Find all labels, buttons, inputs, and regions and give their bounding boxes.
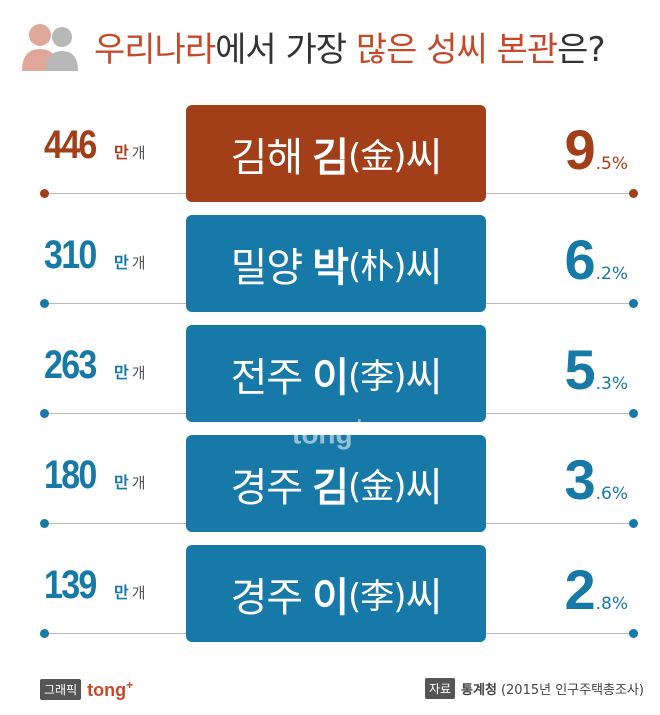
hanja-label: (朴) (348, 247, 407, 287)
title-tail: 은? (557, 29, 605, 70)
percent-integer: 5 (564, 338, 596, 401)
brand-plus: + (126, 678, 134, 692)
count-unit-man: 만 (114, 583, 129, 602)
percent-fraction: .5% (595, 154, 628, 174)
table-row: 310 만 개 밀양 박 (朴) 씨 6.2% (0, 215, 660, 315)
percent-integer: 2 (564, 558, 596, 621)
percent-fraction: .6% (595, 484, 628, 504)
table-row: 180 만 개 경주 김 (金) 씨 3.6% (0, 435, 660, 535)
watermark-plus: + (352, 412, 367, 438)
surname-box: 김해 김 (金) 씨 (186, 105, 486, 202)
brand-logo: tong+ (87, 678, 133, 701)
count-unit-gae: 개 (131, 254, 146, 272)
brand-text: tong (87, 680, 127, 700)
region-label: 경주 (230, 574, 304, 621)
percent-integer: 3 (564, 448, 596, 511)
watermark: tong+ (292, 412, 366, 450)
percent-fraction: .8% (595, 594, 628, 614)
count-unit-man: 만 (114, 253, 129, 272)
surname-box: 경주 김 (金) 씨 (186, 435, 486, 532)
footer-credit: 그래픽 tong+ (40, 678, 133, 701)
row-dot-right (629, 409, 638, 418)
table-row: 263 만 개 전주 이 (李) 씨 5.3% (0, 325, 660, 425)
surname-label: 김 (312, 134, 349, 181)
hanja-label: (金) (348, 467, 407, 507)
row-percent: 9.5% (564, 117, 628, 187)
source-detail: (2015년 인구주택총조사) (500, 683, 644, 698)
title-highlight: 많은 성씨 본관 (355, 29, 558, 70)
surname-label: 김 (312, 464, 349, 511)
row-count: 180 만 개 (44, 453, 146, 513)
source-org: 통계청 (461, 683, 497, 698)
source-tag: 자료 (424, 678, 456, 699)
table-row: 446 만 개 김해 김 (金) 씨 9.5% (0, 105, 660, 205)
row-count: 310 만 개 (44, 233, 146, 293)
watermark-text: tong (292, 418, 353, 450)
percent-integer: 6 (564, 228, 596, 291)
graphic-tag: 그래픽 (40, 679, 82, 700)
ssi-label: 씨 (405, 134, 443, 181)
region-label: 김해 (230, 134, 304, 181)
surname-box: 전주 이 (李) 씨 (186, 325, 486, 422)
count-number: 310 (44, 233, 97, 277)
row-dot-right (629, 189, 638, 198)
hanja-label: (金) (348, 137, 407, 177)
title-lead: 우리나라 (94, 29, 216, 70)
surname-label: 이 (312, 574, 349, 621)
ssi-label: 씨 (405, 354, 443, 401)
row-dot-right (629, 629, 638, 638)
count-unit-man: 만 (114, 473, 129, 492)
table-row: 139 만 개 경주 이 (李) 씨 2.8% (0, 545, 660, 645)
count-unit-man: 만 (114, 363, 129, 382)
count-unit-gae: 개 (131, 364, 146, 382)
count-unit-gae: 개 (131, 474, 146, 492)
region-label: 전주 (230, 354, 304, 401)
row-dot-left (40, 189, 49, 198)
hanja-label: (李) (348, 357, 407, 397)
page-title: 우리나라에서 가장 많은 성씨 본관은? (94, 22, 606, 71)
row-dot-right (629, 299, 638, 308)
count-unit-man: 만 (114, 143, 129, 162)
percent-integer: 9 (564, 118, 596, 181)
percent-fraction: .3% (595, 374, 628, 394)
row-dot-right (629, 519, 638, 528)
row-count: 263 만 개 (44, 343, 146, 403)
people-icon (22, 24, 78, 71)
ssi-label: 씨 (405, 574, 443, 621)
count-unit-gae: 개 (131, 144, 146, 162)
count-number: 446 (44, 123, 97, 167)
row-percent: 6.2% (564, 227, 628, 297)
title-middle: 에서 가장 (215, 29, 356, 70)
percent-fraction: .2% (595, 264, 628, 284)
surname-label: 박 (312, 244, 349, 291)
count-number: 180 (44, 453, 97, 497)
region-label: 경주 (230, 464, 304, 511)
count-number: 139 (44, 563, 97, 607)
row-count: 139 만 개 (44, 563, 146, 623)
count-number: 263 (44, 343, 97, 387)
row-dot-left (40, 409, 49, 418)
row-percent: 3.6% (564, 447, 628, 517)
row-count: 446 만 개 (44, 123, 146, 183)
row-dot-left (40, 519, 49, 528)
hanja-label: (李) (348, 577, 407, 617)
surname-box: 밀양 박 (朴) 씨 (186, 215, 486, 312)
ssi-label: 씨 (405, 244, 443, 291)
surname-box: 경주 이 (李) 씨 (186, 545, 486, 642)
count-unit-gae: 개 (131, 584, 146, 602)
row-percent: 5.3% (564, 337, 628, 407)
row-percent: 2.8% (564, 557, 628, 627)
ssi-label: 씨 (405, 464, 443, 511)
footer-source: 자료 통계청 (2015년 인구주택총조사) (424, 678, 644, 699)
surname-label: 이 (312, 354, 349, 401)
row-dot-left (40, 299, 49, 308)
row-dot-left (40, 629, 49, 638)
region-label: 밀양 (230, 244, 304, 291)
header: 우리나라에서 가장 많은 성씨 본관은? (20, 18, 606, 74)
